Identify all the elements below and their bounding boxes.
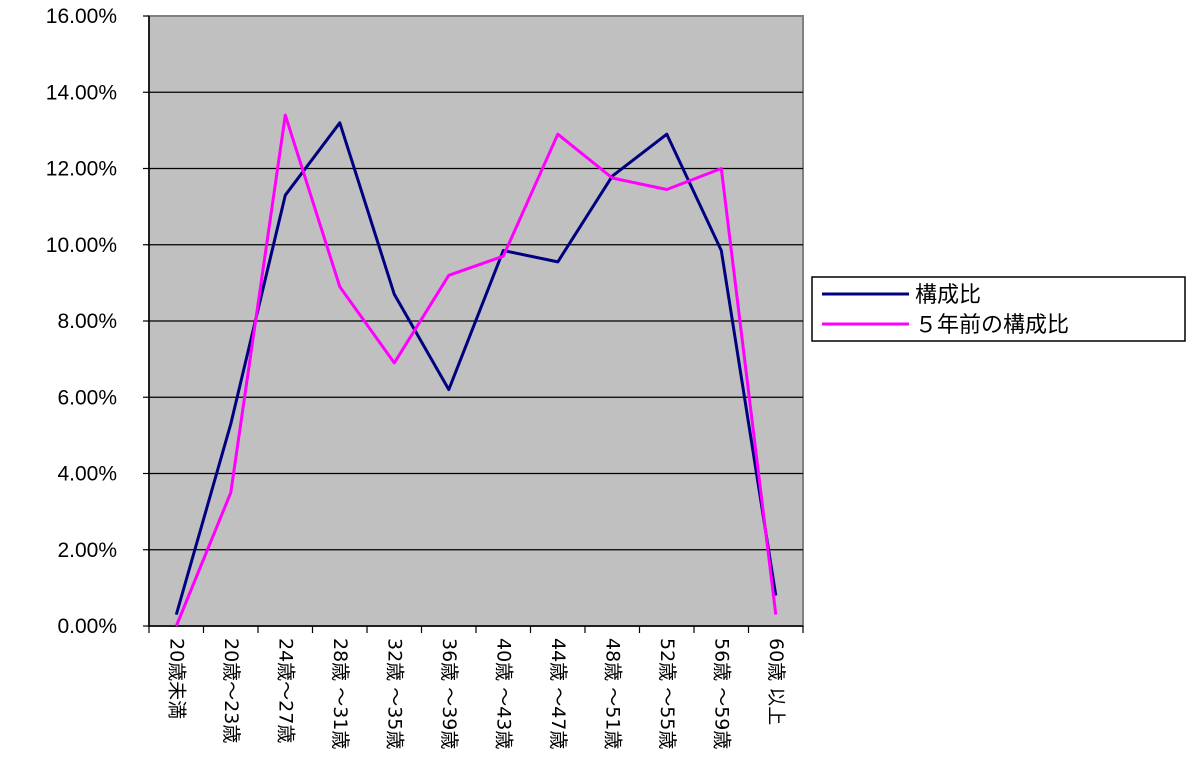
y-tick-label: 8.00% [57,310,117,333]
legend-box [811,276,1186,342]
x-tick-label: 60歳 以上 [765,638,787,725]
y-tick-label: 2.00% [57,539,117,562]
x-tick-label: 20歳～23歳 [220,638,242,743]
y-tick-label: 12.00% [46,158,117,181]
legend-label: ５年前の構成比 [915,313,1069,338]
legend-label: 構成比 [915,283,981,308]
x-axis: 20歳未満 20歳～23歳 24歳～27歳 28歳 ～31歳 32歳 ～35歳 36歳 ～… [148,625,804,749]
y-axis: 0.00% 2.00% 4.00% 6.00% 8.00% 10.00% 12.00% 14.… [46,5,150,638]
y-tick-label: 16.00% [46,5,117,28]
series-line-1 [174,121,778,616]
x-tick-label: 20歳未満 [165,638,187,719]
y-tick-label: 0.00% [57,615,117,638]
x-tick-label: 48歳 ～51歳 [601,638,623,749]
x-tick-label: 40歳 ～43歳 [492,638,514,749]
y-tick-label: 4.00% [57,463,117,486]
y-tick-label: 14.00% [46,81,117,104]
x-tick-label: 24歳～27歳 [274,638,296,743]
legend: 構成比 ５年前の構成比 [811,276,1186,342]
series-line-2 [174,113,778,627]
series-layer [174,113,778,627]
y-tick-label: 10.00% [46,234,117,257]
x-tick-label: 52歳 ～55歳 [656,638,678,749]
x-tick-label: 32歳 ～35歳 [383,638,405,749]
x-tick-label: 28歳 ～31歳 [329,638,351,749]
x-tick-label: 36歳 ～39歳 [438,638,460,749]
x-tick-label: 44歳 ～47歳 [547,638,569,749]
x-tick-label: 56歳 ～59歳 [710,638,732,749]
y-tick-label: 6.00% [57,386,117,409]
